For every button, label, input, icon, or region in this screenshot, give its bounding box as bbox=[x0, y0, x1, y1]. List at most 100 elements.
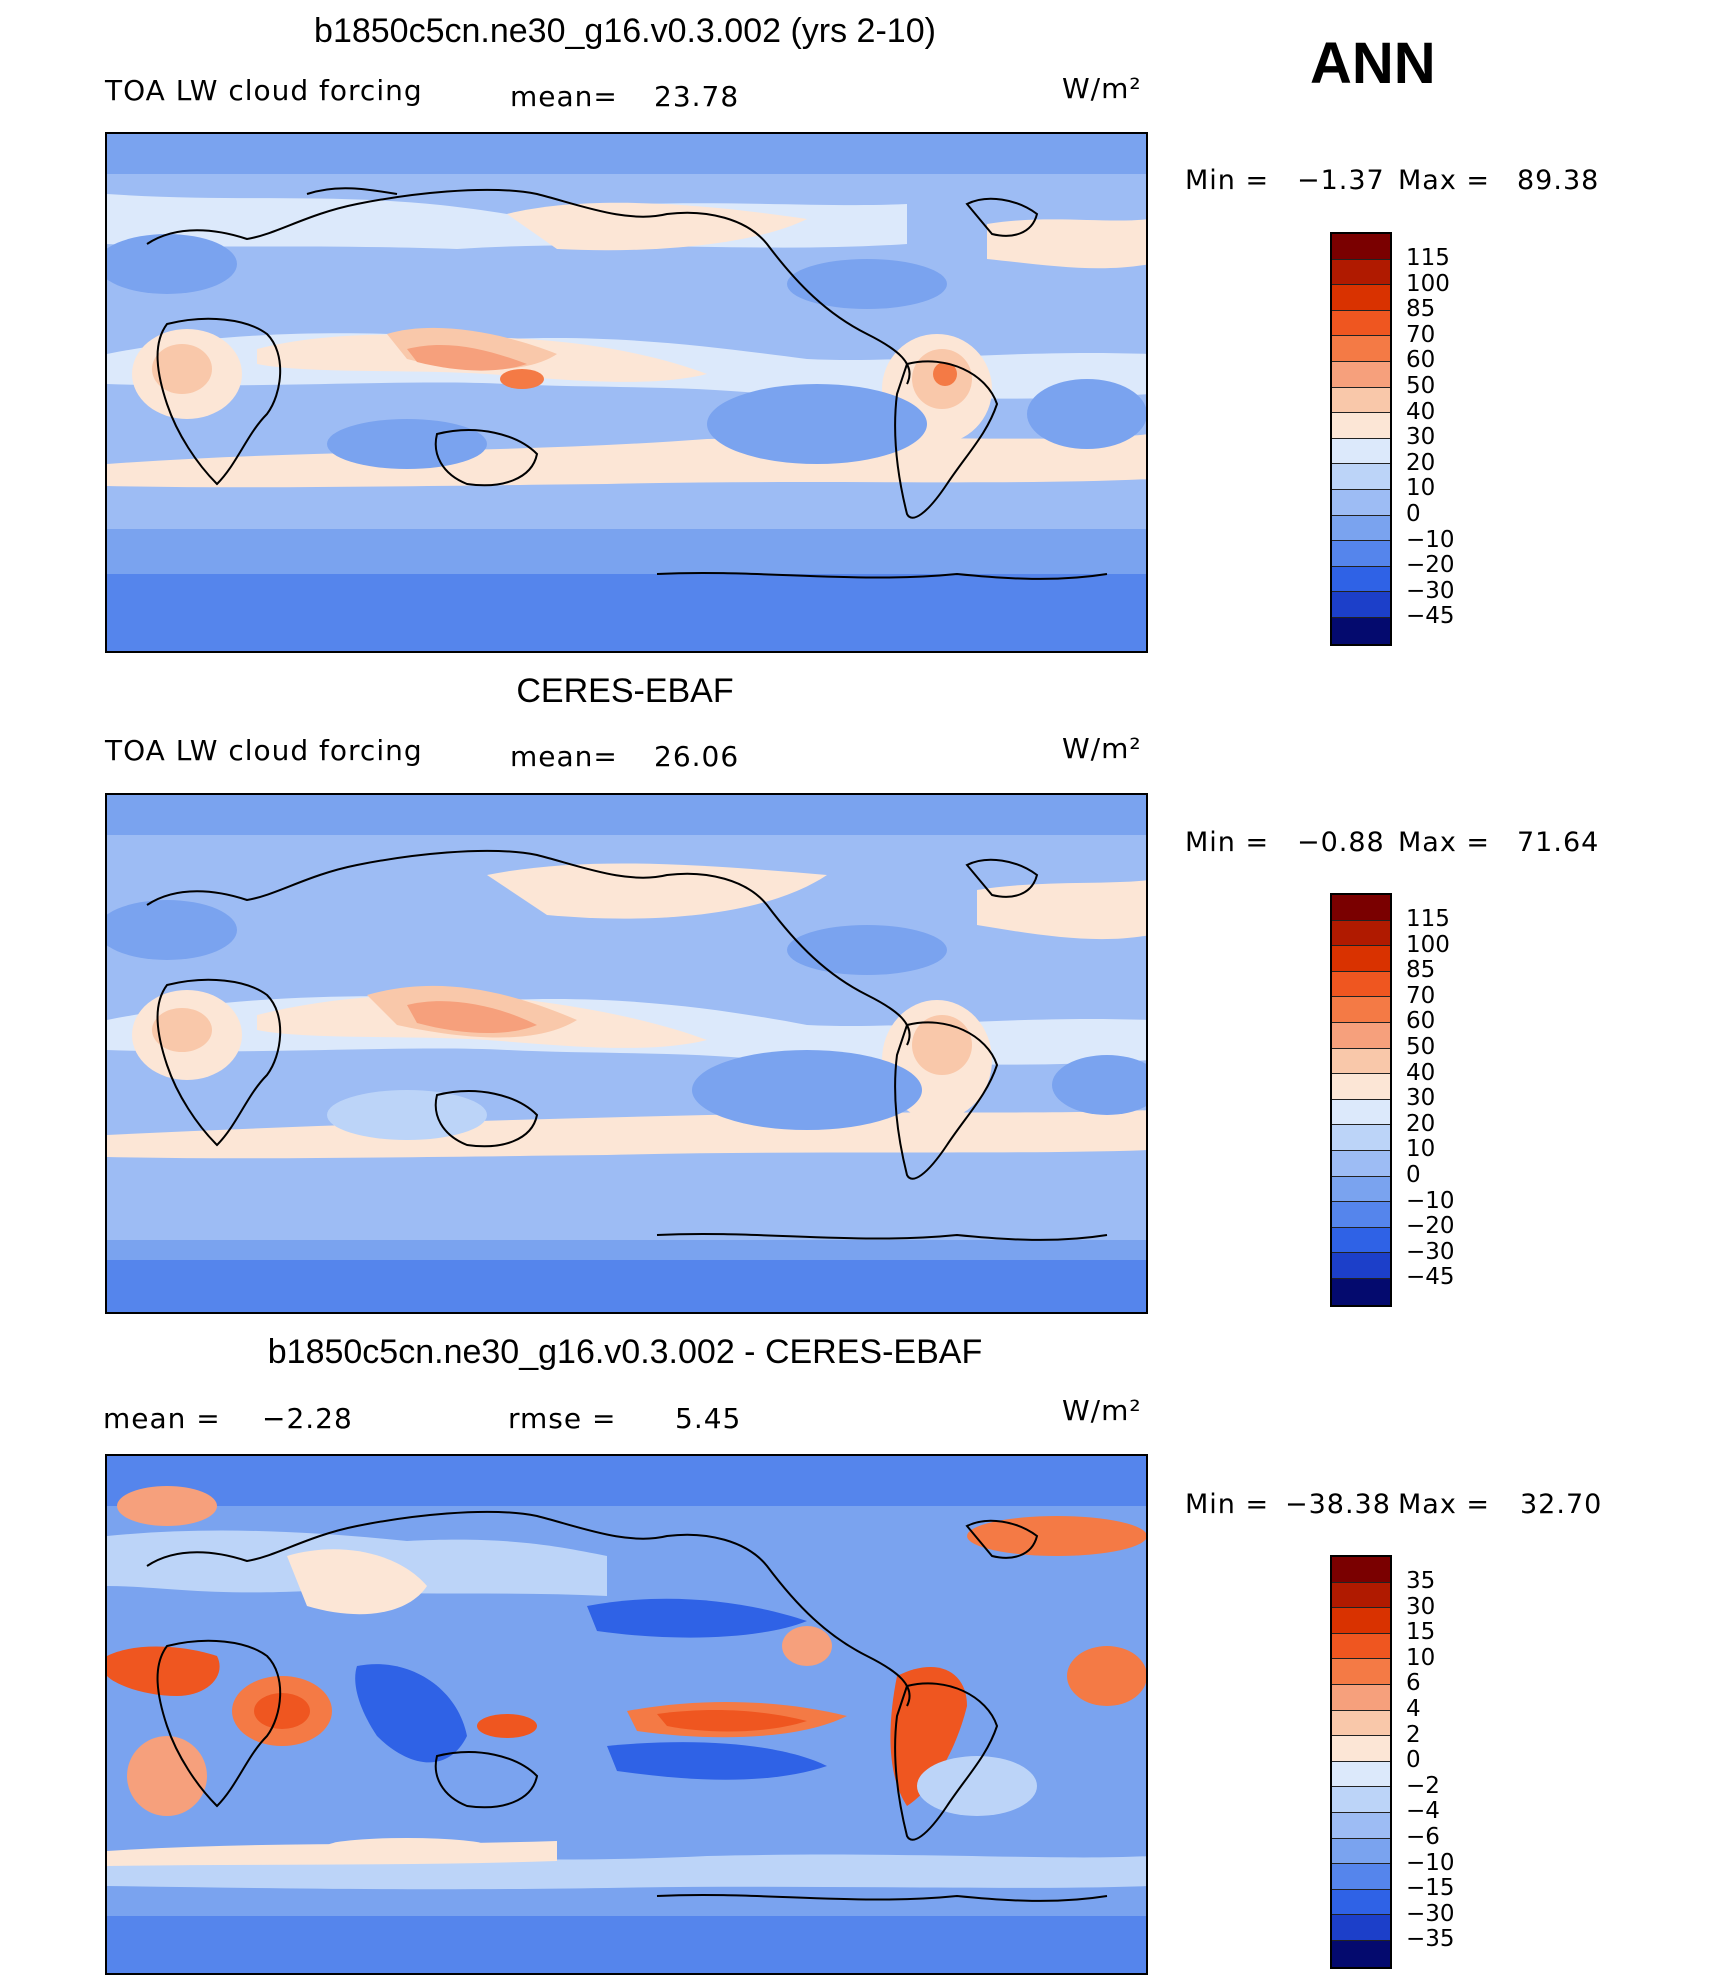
panel3-min-label: Min = bbox=[1185, 1489, 1270, 1520]
colorbar-swatch bbox=[1332, 515, 1390, 542]
colorbar-swatch bbox=[1332, 310, 1390, 337]
colorbar-swatch bbox=[1332, 259, 1390, 286]
colorbar-tick-label: 2 bbox=[1406, 1721, 1421, 1748]
colorbar-swatch bbox=[1332, 1582, 1390, 1609]
colorbar-tick-label: 10 bbox=[1406, 1644, 1436, 1671]
colorbar-swatch bbox=[1332, 1684, 1390, 1711]
colorbar-swatch bbox=[1332, 1048, 1390, 1075]
panel2-max-value: 71.64 bbox=[1517, 827, 1600, 858]
colorbar-swatch bbox=[1332, 1633, 1390, 1660]
colorbar-swatch bbox=[1332, 1074, 1390, 1100]
colorbar-tick-label: −10 bbox=[1406, 526, 1455, 553]
panel3-map bbox=[105, 1454, 1148, 1975]
colorbar-swatch bbox=[1332, 617, 1390, 644]
colorbar-swatch bbox=[1332, 541, 1390, 567]
panel1-max-value: 89.38 bbox=[1517, 165, 1600, 196]
panel1-colorbar bbox=[1330, 232, 1392, 646]
colorbar-swatch bbox=[1332, 1557, 1390, 1583]
colorbar-swatch bbox=[1332, 413, 1390, 439]
panel1-min-label: Min = bbox=[1185, 165, 1270, 196]
colorbar-swatch bbox=[1332, 1659, 1390, 1685]
panel3-max-value: 32.70 bbox=[1520, 1489, 1603, 1520]
colorbar-swatch bbox=[1332, 438, 1390, 465]
colorbar-tick-label: 60 bbox=[1406, 347, 1436, 374]
colorbar-swatch bbox=[1332, 1915, 1390, 1941]
colorbar-tick-label: −30 bbox=[1406, 1900, 1455, 1927]
colorbar-tick-label: −20 bbox=[1406, 552, 1455, 579]
colorbar-swatch bbox=[1332, 1889, 1390, 1916]
colorbar-tick-label: 70 bbox=[1406, 321, 1436, 348]
panel2-map bbox=[105, 793, 1148, 1314]
season-label: ANN bbox=[1310, 31, 1436, 96]
panel3-mean-label: mean = bbox=[103, 1402, 221, 1435]
colorbar-tick-label: 40 bbox=[1406, 398, 1436, 425]
colorbar-tick-label: 85 bbox=[1406, 957, 1436, 984]
panel2-units: W/m² bbox=[1062, 732, 1142, 765]
colorbar-swatch bbox=[1332, 285, 1390, 311]
panel3-rmse-value: 5.45 bbox=[675, 1402, 742, 1435]
panel1-min-value: −1.37 bbox=[1297, 165, 1385, 196]
panel1-map bbox=[105, 132, 1148, 653]
colorbar-tick-label: −2 bbox=[1406, 1772, 1440, 1799]
colorbar-tick-label: −45 bbox=[1406, 603, 1455, 630]
colorbar-swatch bbox=[1332, 592, 1390, 618]
panel1-mean-value: 23.78 bbox=[654, 80, 740, 113]
colorbar-tick-label: 115 bbox=[1406, 245, 1450, 271]
colorbar-swatch bbox=[1332, 1736, 1390, 1762]
panel2-colorbar bbox=[1330, 893, 1392, 1307]
colorbar-tick-label: −30 bbox=[1406, 1238, 1455, 1265]
panel2-variable-label: TOA LW cloud forcing bbox=[105, 734, 423, 767]
colorbar-tick-label: 30 bbox=[1406, 1593, 1436, 1620]
panel2-title: CERES-EBAF bbox=[516, 672, 734, 710]
colorbar-swatch bbox=[1332, 1864, 1390, 1890]
colorbar-tick-label: 20 bbox=[1406, 449, 1436, 476]
colorbar-tick-label: 20 bbox=[1406, 1110, 1436, 1137]
colorbar-swatch bbox=[1332, 1838, 1390, 1865]
panel2-colorbar-labels: 115 100 85 70 60 50 40 30 20 10 0 −10 −2… bbox=[1406, 906, 1455, 1291]
colorbar-swatch bbox=[1332, 971, 1390, 998]
colorbar-tick-label: 70 bbox=[1406, 982, 1436, 1009]
panel1-mean-label: mean= bbox=[510, 80, 618, 113]
colorbar-tick-label: 4 bbox=[1406, 1695, 1421, 1722]
colorbar-swatch bbox=[1332, 1812, 1390, 1839]
panel3-max-label: Max = bbox=[1398, 1489, 1491, 1520]
panel2-min-value: −0.88 bbox=[1297, 827, 1385, 858]
colorbar-swatch bbox=[1332, 1940, 1390, 1967]
colorbar-swatch bbox=[1332, 920, 1390, 947]
colorbar-tick-label: 30 bbox=[1406, 1085, 1436, 1112]
colorbar-tick-label: 50 bbox=[1406, 372, 1436, 399]
colorbar-swatch bbox=[1332, 1125, 1390, 1151]
colorbar-tick-label: 50 bbox=[1406, 1033, 1436, 1060]
colorbar-tick-label: −10 bbox=[1406, 1187, 1455, 1214]
colorbar-swatch bbox=[1332, 1022, 1390, 1049]
colorbar-tick-label: 35 bbox=[1406, 1568, 1436, 1594]
panel2-mean-label: mean= bbox=[510, 740, 618, 773]
colorbar-tick-label: 0 bbox=[1406, 1161, 1421, 1188]
colorbar-tick-label: 0 bbox=[1406, 500, 1421, 527]
colorbar-tick-label: −6 bbox=[1406, 1823, 1440, 1850]
colorbar-swatch bbox=[1332, 997, 1390, 1023]
colorbar-tick-label: 10 bbox=[1406, 1136, 1436, 1163]
panel2-mean-value: 26.06 bbox=[654, 740, 740, 773]
panel2-min-label: Min = bbox=[1185, 827, 1270, 858]
colorbar-swatch bbox=[1332, 1710, 1390, 1737]
panel1-units: W/m² bbox=[1062, 72, 1142, 105]
colorbar-swatch bbox=[1332, 1761, 1390, 1788]
colorbar-tick-label: 15 bbox=[1406, 1619, 1436, 1646]
colorbar-tick-label: −20 bbox=[1406, 1213, 1455, 1240]
panel3-rmse-label: rmse = bbox=[508, 1402, 617, 1435]
colorbar-swatch bbox=[1332, 946, 1390, 972]
colorbar-swatch bbox=[1332, 361, 1390, 388]
colorbar-tick-label: −15 bbox=[1406, 1875, 1455, 1902]
colorbar-tick-label: 60 bbox=[1406, 1008, 1436, 1035]
colorbar-swatch bbox=[1332, 234, 1390, 260]
colorbar-swatch bbox=[1332, 1608, 1390, 1634]
colorbar-swatch bbox=[1332, 1253, 1390, 1279]
colorbar-swatch bbox=[1332, 1278, 1390, 1305]
colorbar-tick-label: −10 bbox=[1406, 1849, 1455, 1876]
colorbar-swatch bbox=[1332, 1099, 1390, 1126]
colorbar-tick-label: 100 bbox=[1406, 270, 1450, 297]
colorbar-tick-label: 85 bbox=[1406, 296, 1436, 323]
panel1-title: b1850c5cn.ne30_g16.v0.3.002 (yrs 2-10) bbox=[314, 12, 936, 50]
panel3-units: W/m² bbox=[1062, 1394, 1142, 1427]
